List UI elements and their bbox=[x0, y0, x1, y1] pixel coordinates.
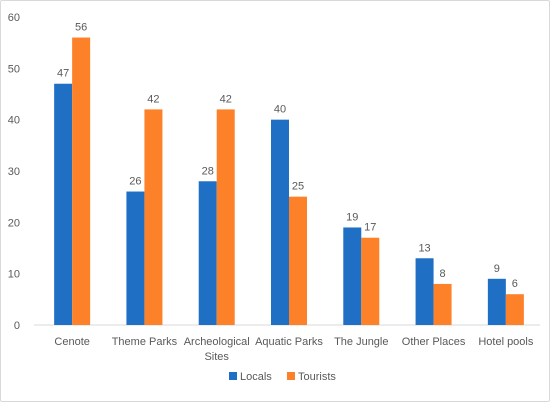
bar-locals bbox=[343, 227, 362, 325]
data-label: 26 bbox=[129, 176, 141, 188]
data-label: 28 bbox=[202, 165, 214, 177]
data-label: 13 bbox=[418, 242, 430, 254]
data-label: 25 bbox=[292, 181, 304, 193]
bar-tourists bbox=[433, 283, 452, 325]
y-tick-label: 30 bbox=[8, 166, 20, 178]
x-category-label: Hotel pools bbox=[478, 336, 534, 348]
y-tick-label: 40 bbox=[8, 115, 20, 127]
bar-locals bbox=[54, 83, 73, 325]
legend: Locals Tourists bbox=[229, 371, 336, 383]
data-label: 56 bbox=[75, 22, 87, 34]
legend-swatch-tourists bbox=[287, 372, 295, 380]
y-tick-label: 0 bbox=[14, 320, 20, 332]
data-label: 47 bbox=[57, 68, 69, 80]
bar-locals bbox=[271, 119, 289, 326]
x-category-label: Other Places bbox=[402, 336, 466, 348]
bar-tourists bbox=[216, 109, 235, 326]
x-category-label: The Jungle bbox=[334, 336, 388, 348]
x-category-label: Theme Parks bbox=[112, 336, 178, 348]
data-label: 8 bbox=[440, 268, 446, 280]
legend-label-locals: Locals bbox=[240, 371, 272, 383]
y-tick-label: 10 bbox=[8, 269, 20, 281]
bar-locals bbox=[415, 258, 434, 325]
bars bbox=[54, 37, 524, 326]
data-labels: 47 56 26 42 28 42 40 25 19 17 13 8 96 bbox=[57, 22, 518, 291]
y-tick-label: 50 bbox=[8, 63, 20, 75]
legend-label-tourists: Tourists bbox=[298, 371, 336, 383]
data-label: 9 bbox=[494, 263, 500, 275]
y-axis: 0 10 20 30 40 50 60 bbox=[8, 12, 20, 332]
bar-locals bbox=[198, 181, 217, 325]
bar-tourists bbox=[361, 237, 380, 325]
bar-tourists bbox=[505, 294, 524, 325]
bar-locals bbox=[126, 191, 145, 325]
data-label: 19 bbox=[346, 211, 358, 223]
bar-locals bbox=[487, 278, 506, 325]
data-label: 42 bbox=[147, 93, 159, 105]
legend-swatch-locals bbox=[229, 372, 237, 380]
bar-tourists bbox=[72, 37, 91, 326]
data-label: 40 bbox=[274, 104, 286, 116]
x-category-label: Archeological Sites bbox=[184, 336, 250, 363]
data-label: 6 bbox=[512, 278, 518, 290]
x-category-label: Aquatic Parks bbox=[255, 336, 323, 348]
y-tick-label: 20 bbox=[8, 217, 20, 229]
data-label: 17 bbox=[364, 222, 376, 234]
data-label: 42 bbox=[220, 93, 232, 105]
bar-tourists bbox=[289, 196, 307, 325]
x-axis-categories: Cenote Theme Parks Archeological Sites Aquat… bbox=[54, 336, 533, 363]
x-category-label: Cenote bbox=[54, 336, 89, 348]
y-tick-label: 60 bbox=[8, 12, 20, 24]
bar-tourists bbox=[144, 109, 163, 326]
